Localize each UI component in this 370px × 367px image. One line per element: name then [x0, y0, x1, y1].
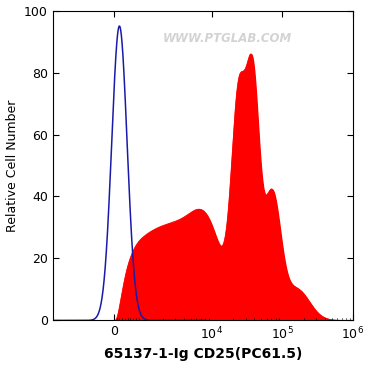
Y-axis label: Relative Cell Number: Relative Cell Number	[6, 99, 18, 232]
Text: WWW.PTGLAB.COM: WWW.PTGLAB.COM	[162, 32, 292, 45]
X-axis label: 65137-1-Ig CD25(PC61.5): 65137-1-Ig CD25(PC61.5)	[104, 348, 302, 361]
